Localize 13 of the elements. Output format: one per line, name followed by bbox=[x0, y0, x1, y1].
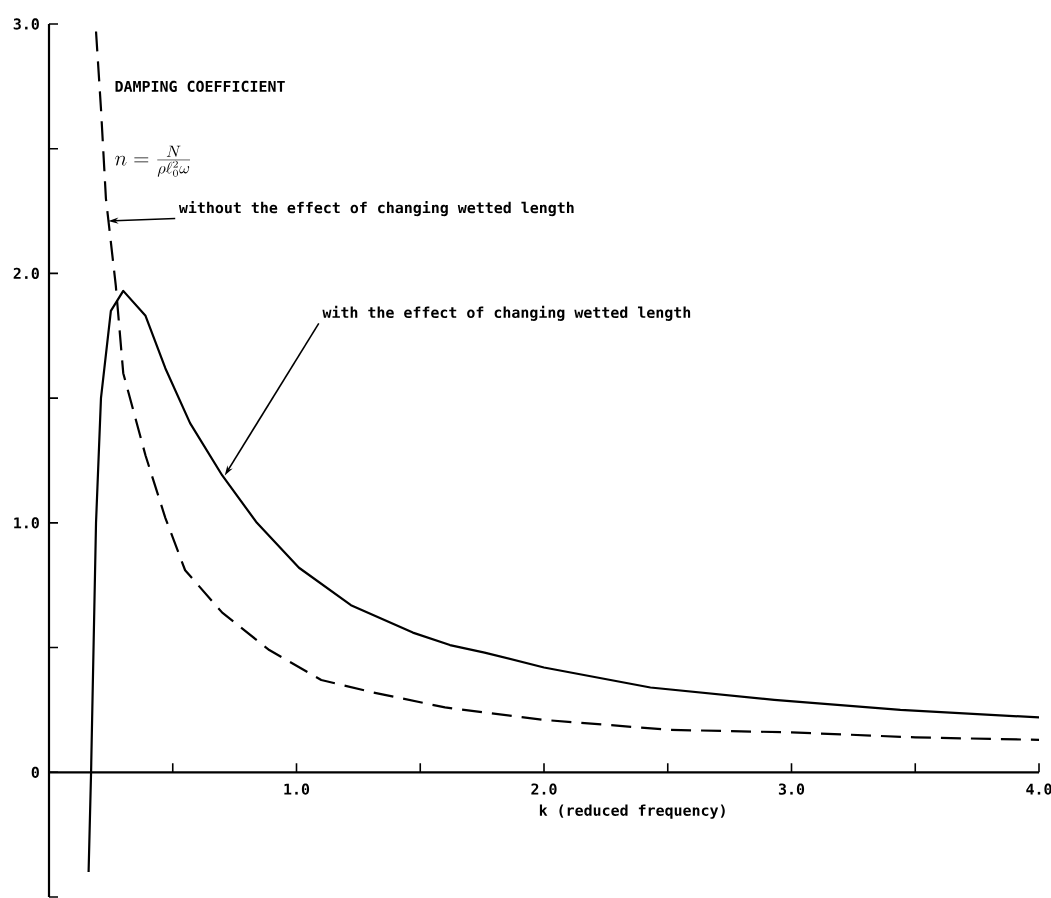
x-tick-label: 1.0 bbox=[284, 783, 310, 795]
x-tick-label: 3.0 bbox=[778, 783, 805, 795]
y-tick-label: 1.0 bbox=[14, 517, 39, 529]
y-tick-label: 2.0 bbox=[13, 267, 39, 280]
annotation: DAMPING COEFFICIENT bbox=[115, 80, 285, 93]
y-tick-label: 3.0 bbox=[13, 18, 39, 30]
annotation: $n=\frac{N}{\rho \ell_0^2\omega}$ bbox=[115, 145, 191, 177]
x-axis-title: k (reduced frequency) bbox=[539, 804, 725, 819]
y-tick-label: 0 bbox=[31, 766, 39, 778]
annotation: without the effect of changing wetted length bbox=[178, 200, 574, 217]
x-tick-label: 4.0 bbox=[1026, 783, 1051, 795]
x-tick-label: 2.0 bbox=[531, 783, 557, 795]
annotation: with the effect of changing wetted length bbox=[322, 305, 691, 321]
